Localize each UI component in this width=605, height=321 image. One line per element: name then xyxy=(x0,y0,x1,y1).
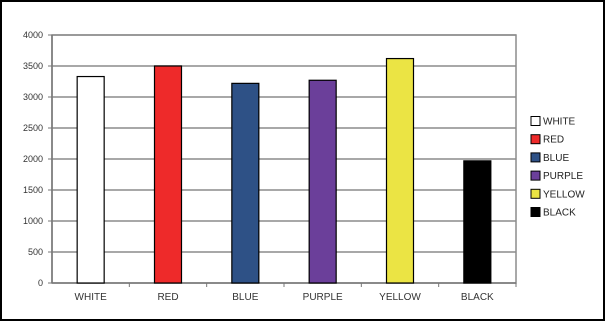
y-tick-labels: 0 500 1000 1500 2000 2500 3000 3500 4000 xyxy=(23,30,43,288)
y-tick-label: 0 xyxy=(38,278,43,288)
bars xyxy=(76,57,492,284)
x-tick-labels: WHITE RED BLUE PURPLE YELLOW BLACK xyxy=(75,292,495,303)
bar-red xyxy=(153,65,183,284)
legend-label: BLUE xyxy=(543,153,569,164)
x-tick-label: RED xyxy=(157,292,178,303)
legend: WHITE RED BLUE PURPLE YELLOW BLACK xyxy=(530,116,585,219)
legend-swatch-black xyxy=(530,207,541,217)
x-tick-label: BLUE xyxy=(232,292,258,303)
legend-label: BLACK xyxy=(543,208,576,219)
legend-swatch-purple xyxy=(530,170,541,181)
y-tick-label: 2000 xyxy=(23,154,43,164)
x-tick-label: WHITE xyxy=(75,292,108,303)
y-tick-label: 3000 xyxy=(23,92,43,102)
y-tick-label: 500 xyxy=(28,247,43,257)
legend-label: PURPLE xyxy=(543,171,583,182)
bar-blue xyxy=(231,82,260,284)
bar-yellow xyxy=(385,57,415,284)
gridlines xyxy=(51,34,517,284)
legend-label: WHITE xyxy=(543,117,576,128)
y-tick-label: 3500 xyxy=(23,61,43,71)
legend-swatch-blue xyxy=(530,152,541,163)
legend-swatch-white xyxy=(530,116,541,126)
x-tick-label: BLACK xyxy=(461,292,494,303)
legend-label: RED xyxy=(543,135,564,146)
x-tick-label: YELLOW xyxy=(379,292,421,303)
x-tick-label: PURPLE xyxy=(303,292,343,303)
y-tick-label: 2500 xyxy=(23,123,43,133)
bar-white xyxy=(76,75,105,284)
legend-swatch-red xyxy=(530,134,541,145)
bar-purple xyxy=(308,79,337,284)
bar-black xyxy=(463,160,492,284)
y-tick-label: 4000 xyxy=(23,30,43,40)
legend-label: YELLOW xyxy=(543,189,585,200)
axes xyxy=(48,34,517,287)
legend-swatch-yellow xyxy=(530,188,541,199)
y-tick-label: 1500 xyxy=(23,185,43,195)
y-tick-label: 1000 xyxy=(23,216,43,226)
